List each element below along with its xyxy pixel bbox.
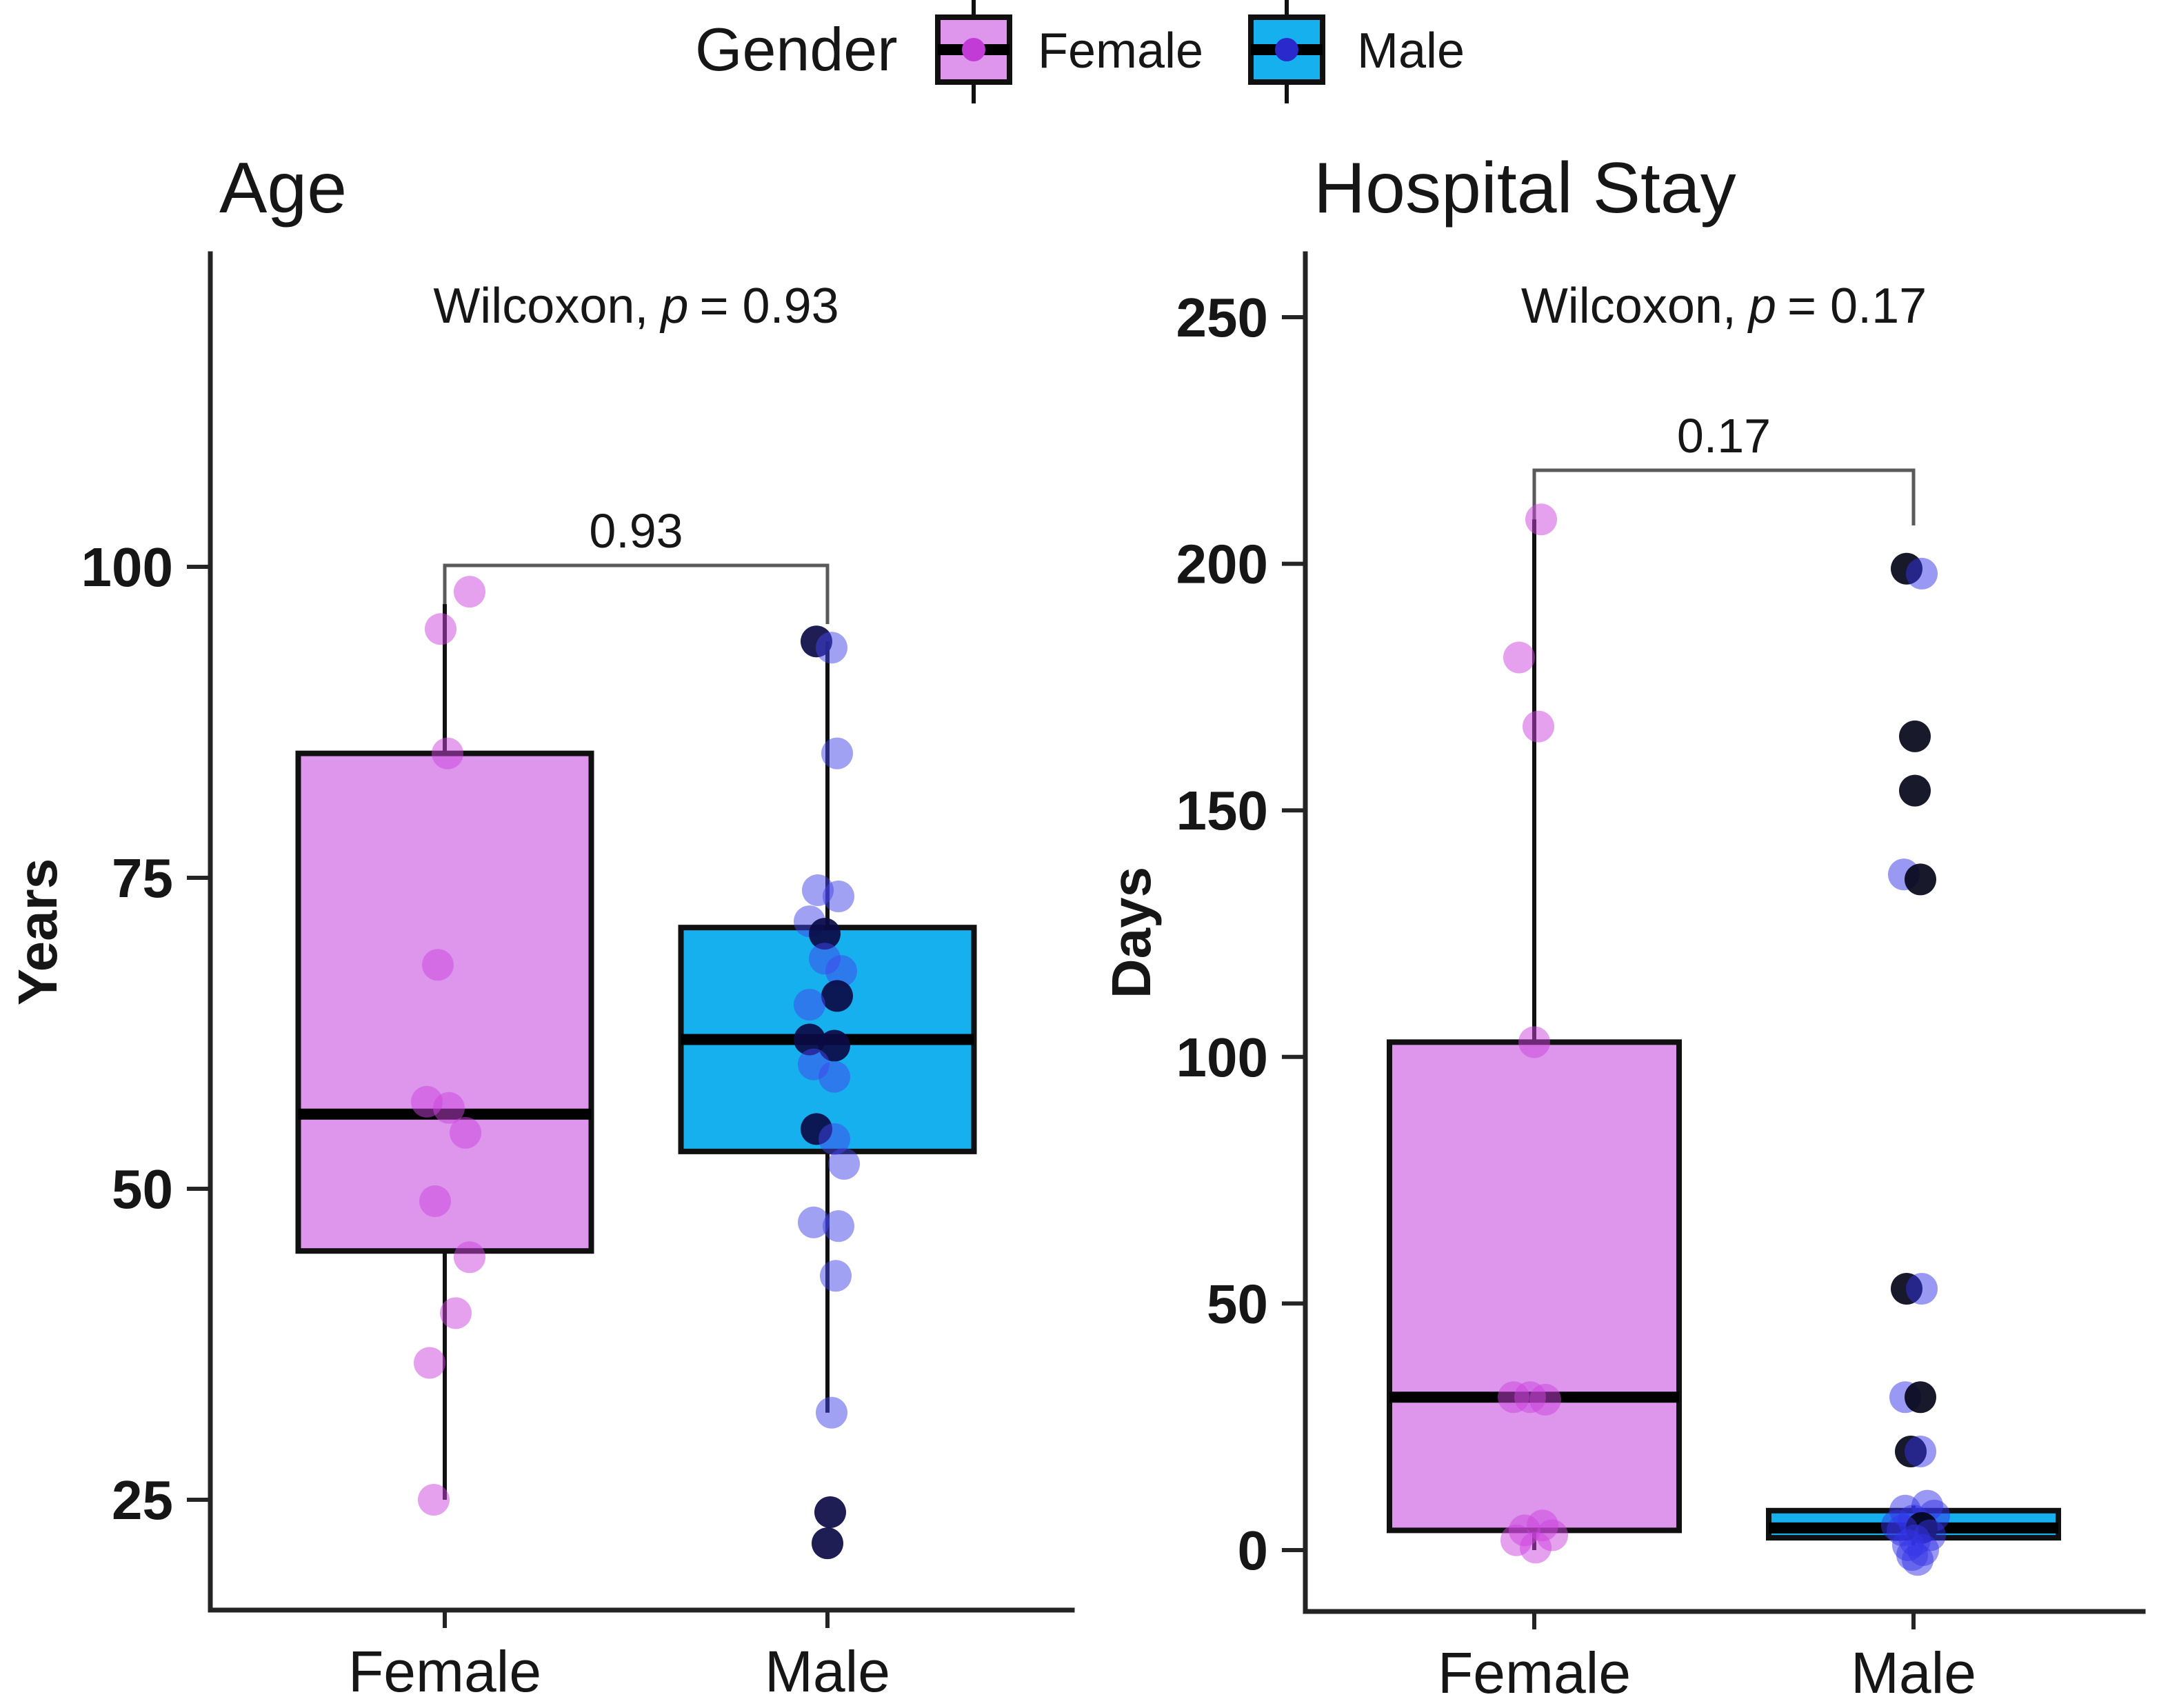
wilcoxon-annotation: Wilcoxon, p = 0.17 <box>1521 279 1927 334</box>
box-group-male <box>1766 552 2061 1576</box>
data-point <box>816 632 847 664</box>
data-point <box>422 949 454 981</box>
x-category-label: Female <box>1438 1640 1631 1705</box>
box-group-female <box>1387 503 1682 1564</box>
data-point <box>823 1210 854 1243</box>
annotation-p-symbol: p <box>659 279 688 334</box>
data-point <box>819 1123 850 1155</box>
box-group-female <box>295 576 594 1516</box>
box-group-male <box>678 625 977 1560</box>
data-point <box>1906 1272 1938 1305</box>
y-axis-label: Days <box>1101 867 1162 998</box>
legend-point-icon <box>962 38 985 61</box>
box <box>295 750 594 1254</box>
y-tick-label: 0 <box>1238 1520 1269 1581</box>
comparison-bracket <box>443 563 830 624</box>
legend-item-label: Male <box>1357 23 1465 79</box>
annotation-value: = 0.17 <box>1787 279 1927 334</box>
annotation-prefix: Wilcoxon, <box>433 279 648 334</box>
data-point <box>798 1206 830 1238</box>
y-tick-label: 200 <box>1176 534 1268 595</box>
data-point <box>433 1092 465 1124</box>
y-tick-label: 50 <box>1207 1273 1268 1334</box>
data-point <box>821 980 853 1012</box>
data-point <box>820 1260 852 1292</box>
data-point <box>809 918 841 950</box>
y-axis-label: Years <box>7 858 68 1006</box>
legend-item-male: Male <box>1248 0 1465 103</box>
legend-point-icon <box>1275 38 1298 61</box>
data-point <box>816 1396 847 1429</box>
y-tick-label: 25 <box>112 1469 173 1531</box>
data-point <box>454 576 485 608</box>
data-point <box>819 1061 850 1093</box>
annotation-prefix: Wilcoxon, <box>1521 279 1736 334</box>
data-point <box>1518 1026 1550 1058</box>
comparison-bracket <box>1532 468 1916 525</box>
data-point <box>828 1147 860 1180</box>
data-point <box>418 1484 450 1516</box>
x-category-label: Male <box>1851 1640 1976 1705</box>
data-point <box>1902 1544 1934 1576</box>
data-point <box>1905 863 1936 896</box>
data-point <box>1899 774 1931 807</box>
data-point <box>419 1185 451 1218</box>
data-point <box>825 955 857 987</box>
annotation-p-symbol: p <box>1747 279 1776 334</box>
panel-age: 100 75 50 25 Age Years Wilcoxon, p = 0.93 0.93 Fem… <box>7 148 1075 1704</box>
legend-title: Gender <box>695 15 898 83</box>
data-point <box>812 1527 843 1560</box>
data-point <box>1523 710 1554 743</box>
y-tick-label: 75 <box>112 847 173 909</box>
data-point <box>823 881 854 913</box>
data-point <box>432 737 463 770</box>
legend-item-female: Female <box>935 0 1203 103</box>
x-category-label: Female <box>348 1639 541 1704</box>
y-tick-label: 250 <box>1176 287 1268 348</box>
data-point <box>454 1241 485 1274</box>
data-point <box>814 1496 846 1529</box>
panel-title: Hospital Stay <box>1314 148 1736 228</box>
data-point <box>1503 641 1535 674</box>
annotation-value: = 0.93 <box>699 279 839 334</box>
data-point <box>425 613 456 645</box>
data-point <box>819 1029 850 1062</box>
data-point <box>1906 557 1938 590</box>
data-point <box>794 1023 825 1056</box>
comparison-p-value: 0.93 <box>589 504 683 558</box>
data-point <box>1905 1435 1936 1467</box>
data-point <box>1899 720 1931 752</box>
box <box>1387 1039 1682 1534</box>
data-point <box>1905 1381 1936 1414</box>
y-tick-label: 100 <box>81 536 173 598</box>
data-point <box>821 737 853 770</box>
legend: Gender Female Male <box>695 0 1465 103</box>
panel-hospital-stay: 250 200 150 100 50 0 Hospital Stay Days Wilcoxon… <box>1101 148 2146 1705</box>
y-tick-label: 100 <box>1176 1027 1268 1088</box>
data-point <box>794 989 825 1021</box>
y-tick-label: 50 <box>112 1158 173 1220</box>
panel-title: Age <box>219 148 347 228</box>
data-point <box>450 1116 481 1149</box>
data-point <box>440 1297 472 1329</box>
x-category-label: Male <box>765 1639 890 1704</box>
data-point <box>1529 1383 1561 1416</box>
data-point <box>1525 503 1557 536</box>
legend-item-label: Female <box>1038 23 1203 79</box>
comparison-p-value: 0.17 <box>1677 409 1771 463</box>
y-tick-label: 150 <box>1176 780 1268 841</box>
data-point <box>1520 1531 1552 1564</box>
data-point <box>414 1347 445 1379</box>
wilcoxon-annotation: Wilcoxon, p = 0.93 <box>433 279 839 334</box>
